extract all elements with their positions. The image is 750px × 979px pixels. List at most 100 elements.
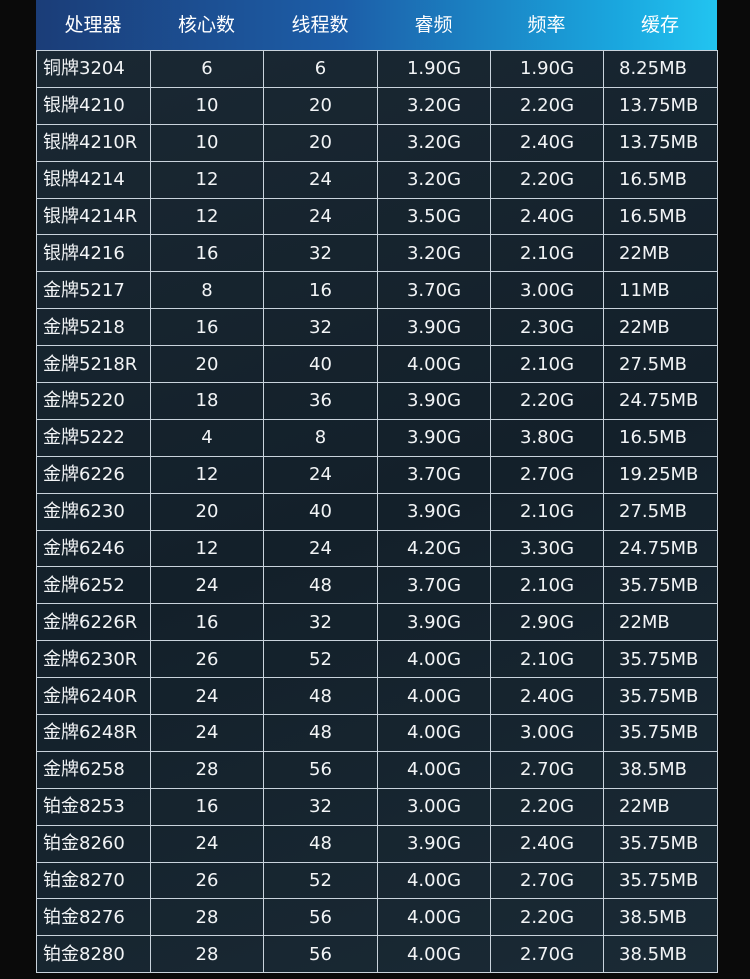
cell-cores: 12: [150, 455, 264, 494]
table-row: 铂金8280 28 56 4.00G 2.70G 38.5MB: [36, 935, 718, 974]
table-row: 金牌5218R 20 40 4.00G 2.10G 27.5MB: [36, 345, 718, 384]
cell-processor: 金牌6230R: [36, 640, 151, 679]
cell-turbo-freq: 1.90G: [377, 50, 491, 88]
table-row: 金牌6230 20 40 3.90G 2.10G 27.5MB: [36, 492, 718, 531]
cell-threads: 6: [263, 50, 378, 88]
cell-processor: 金牌6226: [36, 455, 151, 494]
cell-processor: 金牌6246: [36, 529, 151, 568]
table-row: 铂金8276 28 56 4.00G 2.20G 38.5MB: [36, 898, 718, 937]
cell-cores: 12: [150, 197, 264, 236]
cell-turbo-freq: 3.90G: [377, 492, 491, 531]
cell-threads: 48: [263, 566, 378, 605]
header-cache: 缓存: [640, 14, 679, 36]
cell-threads: 36: [263, 382, 378, 420]
cell-base-freq: 2.70G: [490, 935, 604, 974]
cell-cores: 24: [150, 714, 264, 752]
table-row: 铂金8270 26 52 4.00G 2.70G 35.75MB: [36, 861, 718, 900]
table-row: 金牌6226 12 24 3.70G 2.70G 19.25MB: [36, 455, 718, 494]
cell-cores: 16: [150, 603, 264, 642]
cell-base-freq: 2.40G: [490, 824, 604, 863]
cell-base-freq: 2.10G: [490, 640, 604, 679]
cell-cores: 24: [150, 566, 264, 605]
cell-turbo-freq: 3.50G: [377, 197, 491, 236]
cell-turbo-freq: 3.00G: [377, 787, 491, 826]
cell-cores: 26: [150, 640, 264, 679]
cell-base-freq: 1.90G: [490, 50, 604, 88]
cell-processor: 铂金8270: [36, 861, 151, 900]
cell-turbo-freq: 3.90G: [377, 824, 491, 863]
cell-cache: 24.75MB: [603, 382, 718, 420]
table-header: 处理器 核心数 线程数 睿频 频率 缓存: [36, 0, 717, 50]
table-row: 金牌6240R 24 48 4.00G 2.40G 35.75MB: [36, 677, 718, 716]
cell-cores: 24: [150, 677, 264, 716]
cell-cache: 38.5MB: [603, 898, 718, 937]
cell-turbo-freq: 3.70G: [377, 566, 491, 605]
cell-turbo-freq: 4.00G: [377, 677, 491, 716]
table-row: 铂金8253 16 32 3.00G 2.20G 22MB: [36, 787, 718, 826]
cell-turbo-freq: 4.20G: [377, 529, 491, 568]
cell-processor: 金牌6240R: [36, 677, 151, 716]
cell-cache: 35.75MB: [603, 566, 718, 605]
cell-cache: 13.75MB: [603, 86, 718, 125]
cell-cores: 16: [150, 787, 264, 826]
cell-cores: 8: [150, 271, 264, 310]
cell-cores: 12: [150, 160, 264, 199]
cell-base-freq: 2.20G: [490, 787, 604, 826]
cell-cores: 16: [150, 308, 264, 347]
cell-cores: 6: [150, 50, 264, 88]
cell-base-freq: 2.10G: [490, 234, 604, 273]
cell-base-freq: 2.20G: [490, 86, 604, 125]
cell-base-freq: 2.10G: [490, 492, 604, 531]
cell-cache: 22MB: [603, 603, 718, 642]
cell-processor: 金牌6248R: [36, 714, 151, 752]
cell-cores: 12: [150, 529, 264, 568]
header-processor: 处理器: [64, 14, 122, 36]
cell-processor: 铂金8260: [36, 824, 151, 863]
cell-turbo-freq: 4.00G: [377, 861, 491, 900]
cell-turbo-freq: 4.00G: [377, 935, 491, 974]
cell-turbo-freq: 4.00G: [377, 640, 491, 679]
cell-cache: 27.5MB: [603, 345, 718, 384]
cell-turbo-freq: 3.90G: [377, 603, 491, 642]
cell-cache: 35.75MB: [603, 861, 718, 900]
table-row: 银牌4214R 12 24 3.50G 2.40G 16.5MB: [36, 197, 718, 236]
cell-threads: 32: [263, 603, 378, 642]
cell-cores: 10: [150, 86, 264, 125]
table-row: 金牌6248R 24 48 4.00G 3.00G 35.75MB: [36, 714, 718, 752]
table-row: 金牌5222 4 8 3.90G 3.80G 16.5MB: [36, 418, 718, 457]
cell-cache: 38.5MB: [603, 750, 718, 789]
cell-cache: 19.25MB: [603, 455, 718, 494]
cell-cores: 20: [150, 492, 264, 531]
cell-processor: 银牌4210: [36, 86, 151, 125]
table-row: 铂金8260 24 48 3.90G 2.40G 35.75MB: [36, 824, 718, 863]
cell-threads: 8: [263, 418, 378, 457]
cell-cache: 35.75MB: [603, 824, 718, 863]
cell-base-freq: 2.40G: [490, 123, 604, 162]
cell-turbo-freq: 3.70G: [377, 455, 491, 494]
cell-processor: 金牌6230: [36, 492, 151, 531]
cell-threads: 20: [263, 86, 378, 125]
table-row: 金牌6230R 26 52 4.00G 2.10G 35.75MB: [36, 640, 718, 679]
cell-base-freq: 3.80G: [490, 418, 604, 457]
cell-processor: 金牌5217: [36, 271, 151, 310]
cell-base-freq: 3.00G: [490, 271, 604, 310]
cell-processor: 金牌5218R: [36, 345, 151, 384]
cell-processor: 金牌5220: [36, 382, 151, 420]
cell-turbo-freq: 4.00G: [377, 898, 491, 937]
cell-base-freq: 2.70G: [490, 861, 604, 900]
cell-processor: 铂金8276: [36, 898, 151, 937]
cell-cores: 20: [150, 345, 264, 384]
cell-threads: 56: [263, 935, 378, 974]
cell-turbo-freq: 3.20G: [377, 123, 491, 162]
cell-threads: 32: [263, 308, 378, 347]
cell-processor: 银牌4214R: [36, 197, 151, 236]
cell-processor: 银牌4216: [36, 234, 151, 273]
cell-cache: 22MB: [603, 234, 718, 273]
cell-base-freq: 2.20G: [490, 382, 604, 420]
header-turbo-freq: 睿频: [414, 14, 453, 36]
table-row: 银牌4210R 10 20 3.20G 2.40G 13.75MB: [36, 123, 718, 162]
cell-cache: 24.75MB: [603, 529, 718, 568]
cell-base-freq: 2.90G: [490, 603, 604, 642]
cell-cache: 35.75MB: [603, 640, 718, 679]
cell-base-freq: 2.70G: [490, 455, 604, 494]
